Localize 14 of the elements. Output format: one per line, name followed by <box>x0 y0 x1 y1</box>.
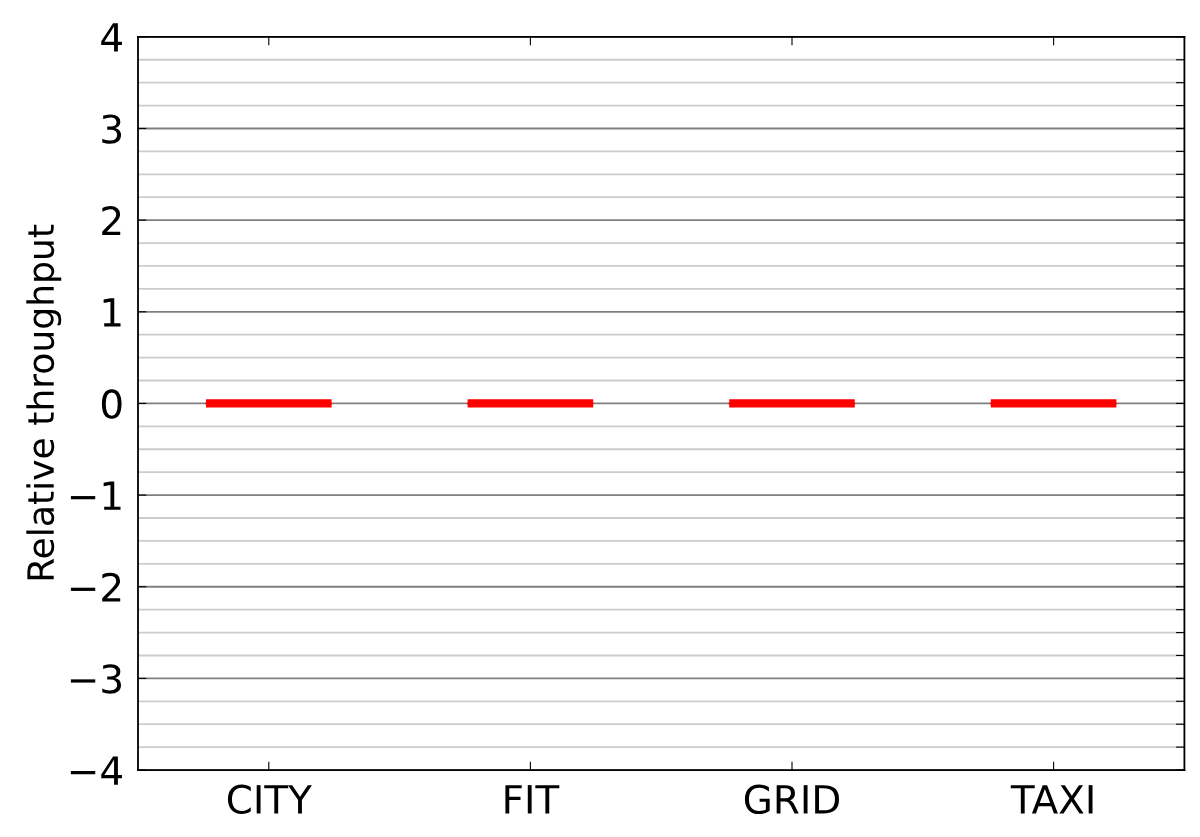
x-tick-label: GRID <box>744 784 839 815</box>
y-tick-label: 3 <box>102 114 121 144</box>
y-tick-label: 4 <box>101 23 122 52</box>
y-tick-label: −3 <box>70 664 121 694</box>
y-tick-label: 1 <box>103 298 121 327</box>
y-tick-label: −1 <box>70 481 121 510</box>
y-tick-label: 2 <box>102 206 121 235</box>
y-tick-label: −2 <box>70 572 121 602</box>
y-tick-label: 0 <box>101 389 122 419</box>
x-tick-label: CITY <box>227 784 312 815</box>
x-tick-label: FIT <box>505 785 560 814</box>
y-axis-title: Relative throughput <box>26 224 62 580</box>
x-tick-label: TAXI <box>1010 785 1093 814</box>
y-tick-label: −4 <box>70 756 122 785</box>
